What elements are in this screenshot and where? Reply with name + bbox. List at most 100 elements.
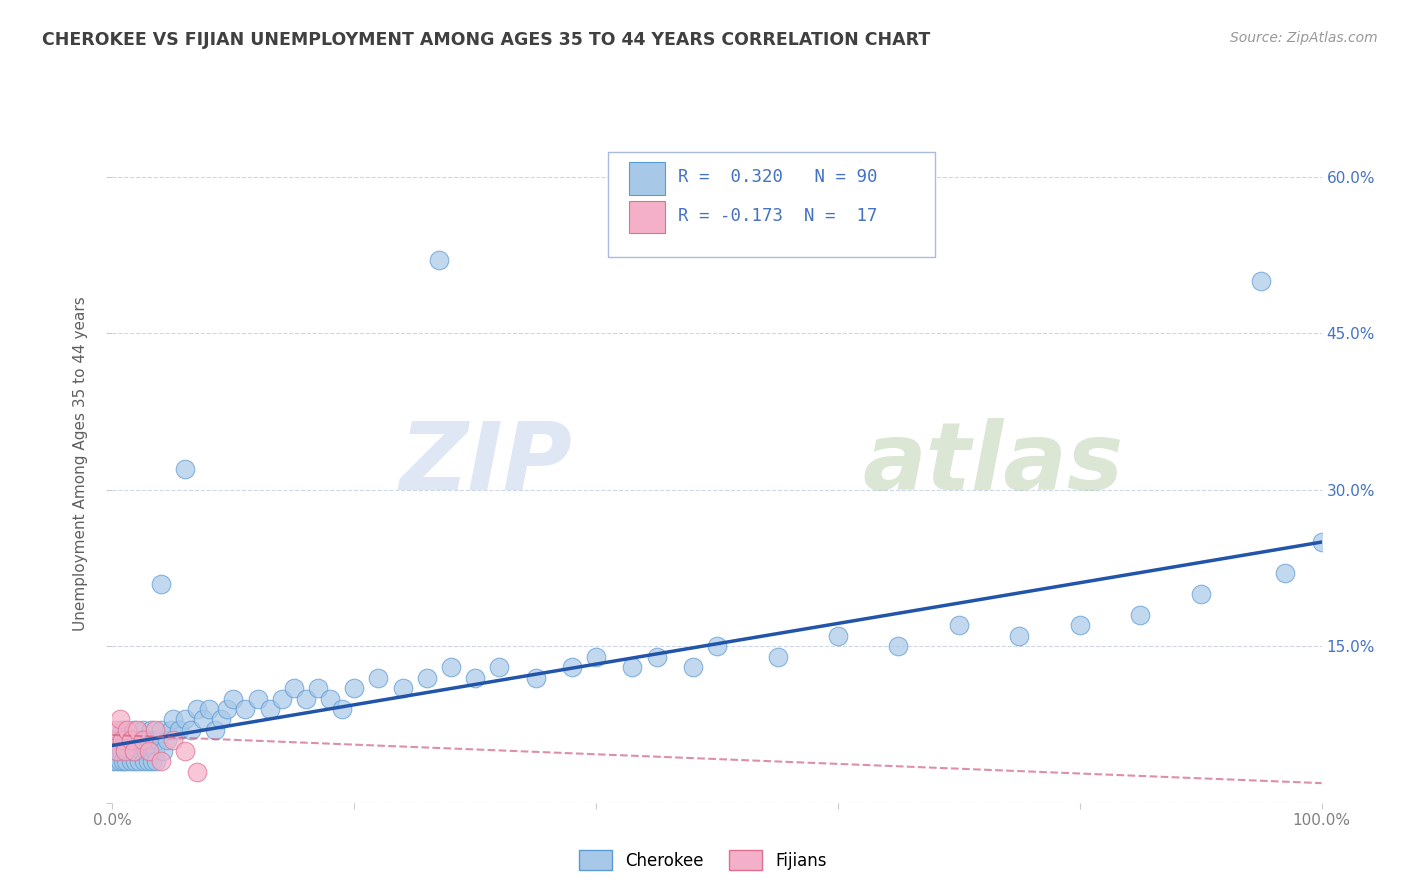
Point (235, 702, 257, 716)
Point (524, 671, 547, 685)
Point (1129, 608, 1152, 623)
Point (115, 744, 138, 758)
Point (1189, 587, 1212, 601)
Point (142, 733, 165, 747)
Y-axis label: Unemployment Among Ages 35 to 44 years: Unemployment Among Ages 35 to 44 years (73, 296, 89, 632)
Point (561, 660, 583, 674)
Point (198, 702, 221, 716)
Point (827, 629, 849, 643)
Point (138, 733, 160, 747)
Point (125, 723, 148, 737)
Point (149, 723, 172, 737)
Point (1310, 535, 1333, 549)
Point (131, 744, 153, 758)
Point (180, 723, 202, 737)
Point (124, 754, 146, 768)
Point (125, 733, 148, 747)
Point (114, 754, 136, 768)
Bar (628, 162, 665, 194)
FancyBboxPatch shape (609, 152, 935, 257)
Point (186, 702, 208, 716)
Point (209, 712, 232, 726)
Point (149, 576, 172, 591)
Point (139, 744, 162, 758)
Point (114, 744, 136, 758)
Point (1274, 566, 1296, 581)
Point (122, 744, 145, 758)
Point (134, 733, 156, 747)
Point (682, 660, 704, 674)
Point (101, 733, 124, 747)
Point (162, 712, 184, 726)
Point (246, 691, 269, 706)
Point (887, 640, 910, 654)
Point (319, 691, 342, 706)
Text: atlas: atlas (862, 417, 1123, 510)
Point (128, 754, 150, 768)
Point (162, 733, 184, 747)
Point (118, 744, 141, 758)
Point (111, 733, 134, 747)
Point (132, 723, 155, 737)
Point (259, 702, 281, 716)
Point (149, 754, 172, 768)
Point (427, 253, 450, 268)
Point (1250, 274, 1272, 288)
Point (148, 733, 170, 747)
Point (621, 660, 644, 674)
Point (110, 744, 132, 758)
Point (283, 681, 305, 695)
Point (107, 733, 129, 747)
Point (159, 723, 181, 737)
Point (706, 640, 728, 654)
Point (204, 723, 226, 737)
Point (766, 649, 789, 664)
Point (114, 733, 136, 747)
Point (1069, 618, 1091, 632)
Point (222, 691, 245, 706)
Point (121, 733, 143, 747)
Text: R =  0.320   N = 90: R = 0.320 N = 90 (678, 168, 877, 186)
Point (143, 723, 166, 737)
Point (112, 754, 135, 768)
Point (120, 754, 142, 768)
Text: R = -0.173  N =  17: R = -0.173 N = 17 (678, 208, 877, 226)
Point (105, 744, 128, 758)
Point (105, 744, 128, 758)
Point (416, 671, 439, 685)
Legend: Cherokee, Fijians: Cherokee, Fijians (574, 846, 832, 875)
Point (115, 723, 138, 737)
Point (129, 733, 152, 747)
Point (135, 744, 157, 758)
Point (136, 754, 159, 768)
Point (191, 712, 214, 726)
Point (156, 733, 179, 747)
Bar (628, 201, 665, 234)
Point (186, 764, 208, 779)
Text: Source: ZipAtlas.com: Source: ZipAtlas.com (1230, 31, 1378, 45)
Text: ZIP: ZIP (399, 417, 572, 510)
Point (138, 744, 160, 758)
Point (111, 723, 134, 737)
Point (152, 744, 174, 758)
Point (122, 723, 145, 737)
Point (367, 671, 389, 685)
Point (645, 649, 668, 664)
Point (167, 723, 190, 737)
Point (120, 733, 142, 747)
Point (104, 723, 127, 737)
Point (132, 754, 155, 768)
Point (330, 702, 353, 716)
Point (270, 691, 292, 706)
Point (488, 660, 510, 674)
Point (141, 754, 163, 768)
Point (174, 462, 197, 476)
Point (295, 691, 318, 706)
Point (145, 754, 167, 768)
Point (307, 681, 329, 695)
Point (105, 754, 128, 768)
Point (174, 712, 197, 726)
Point (108, 712, 131, 726)
Point (122, 744, 145, 758)
Point (104, 733, 127, 747)
